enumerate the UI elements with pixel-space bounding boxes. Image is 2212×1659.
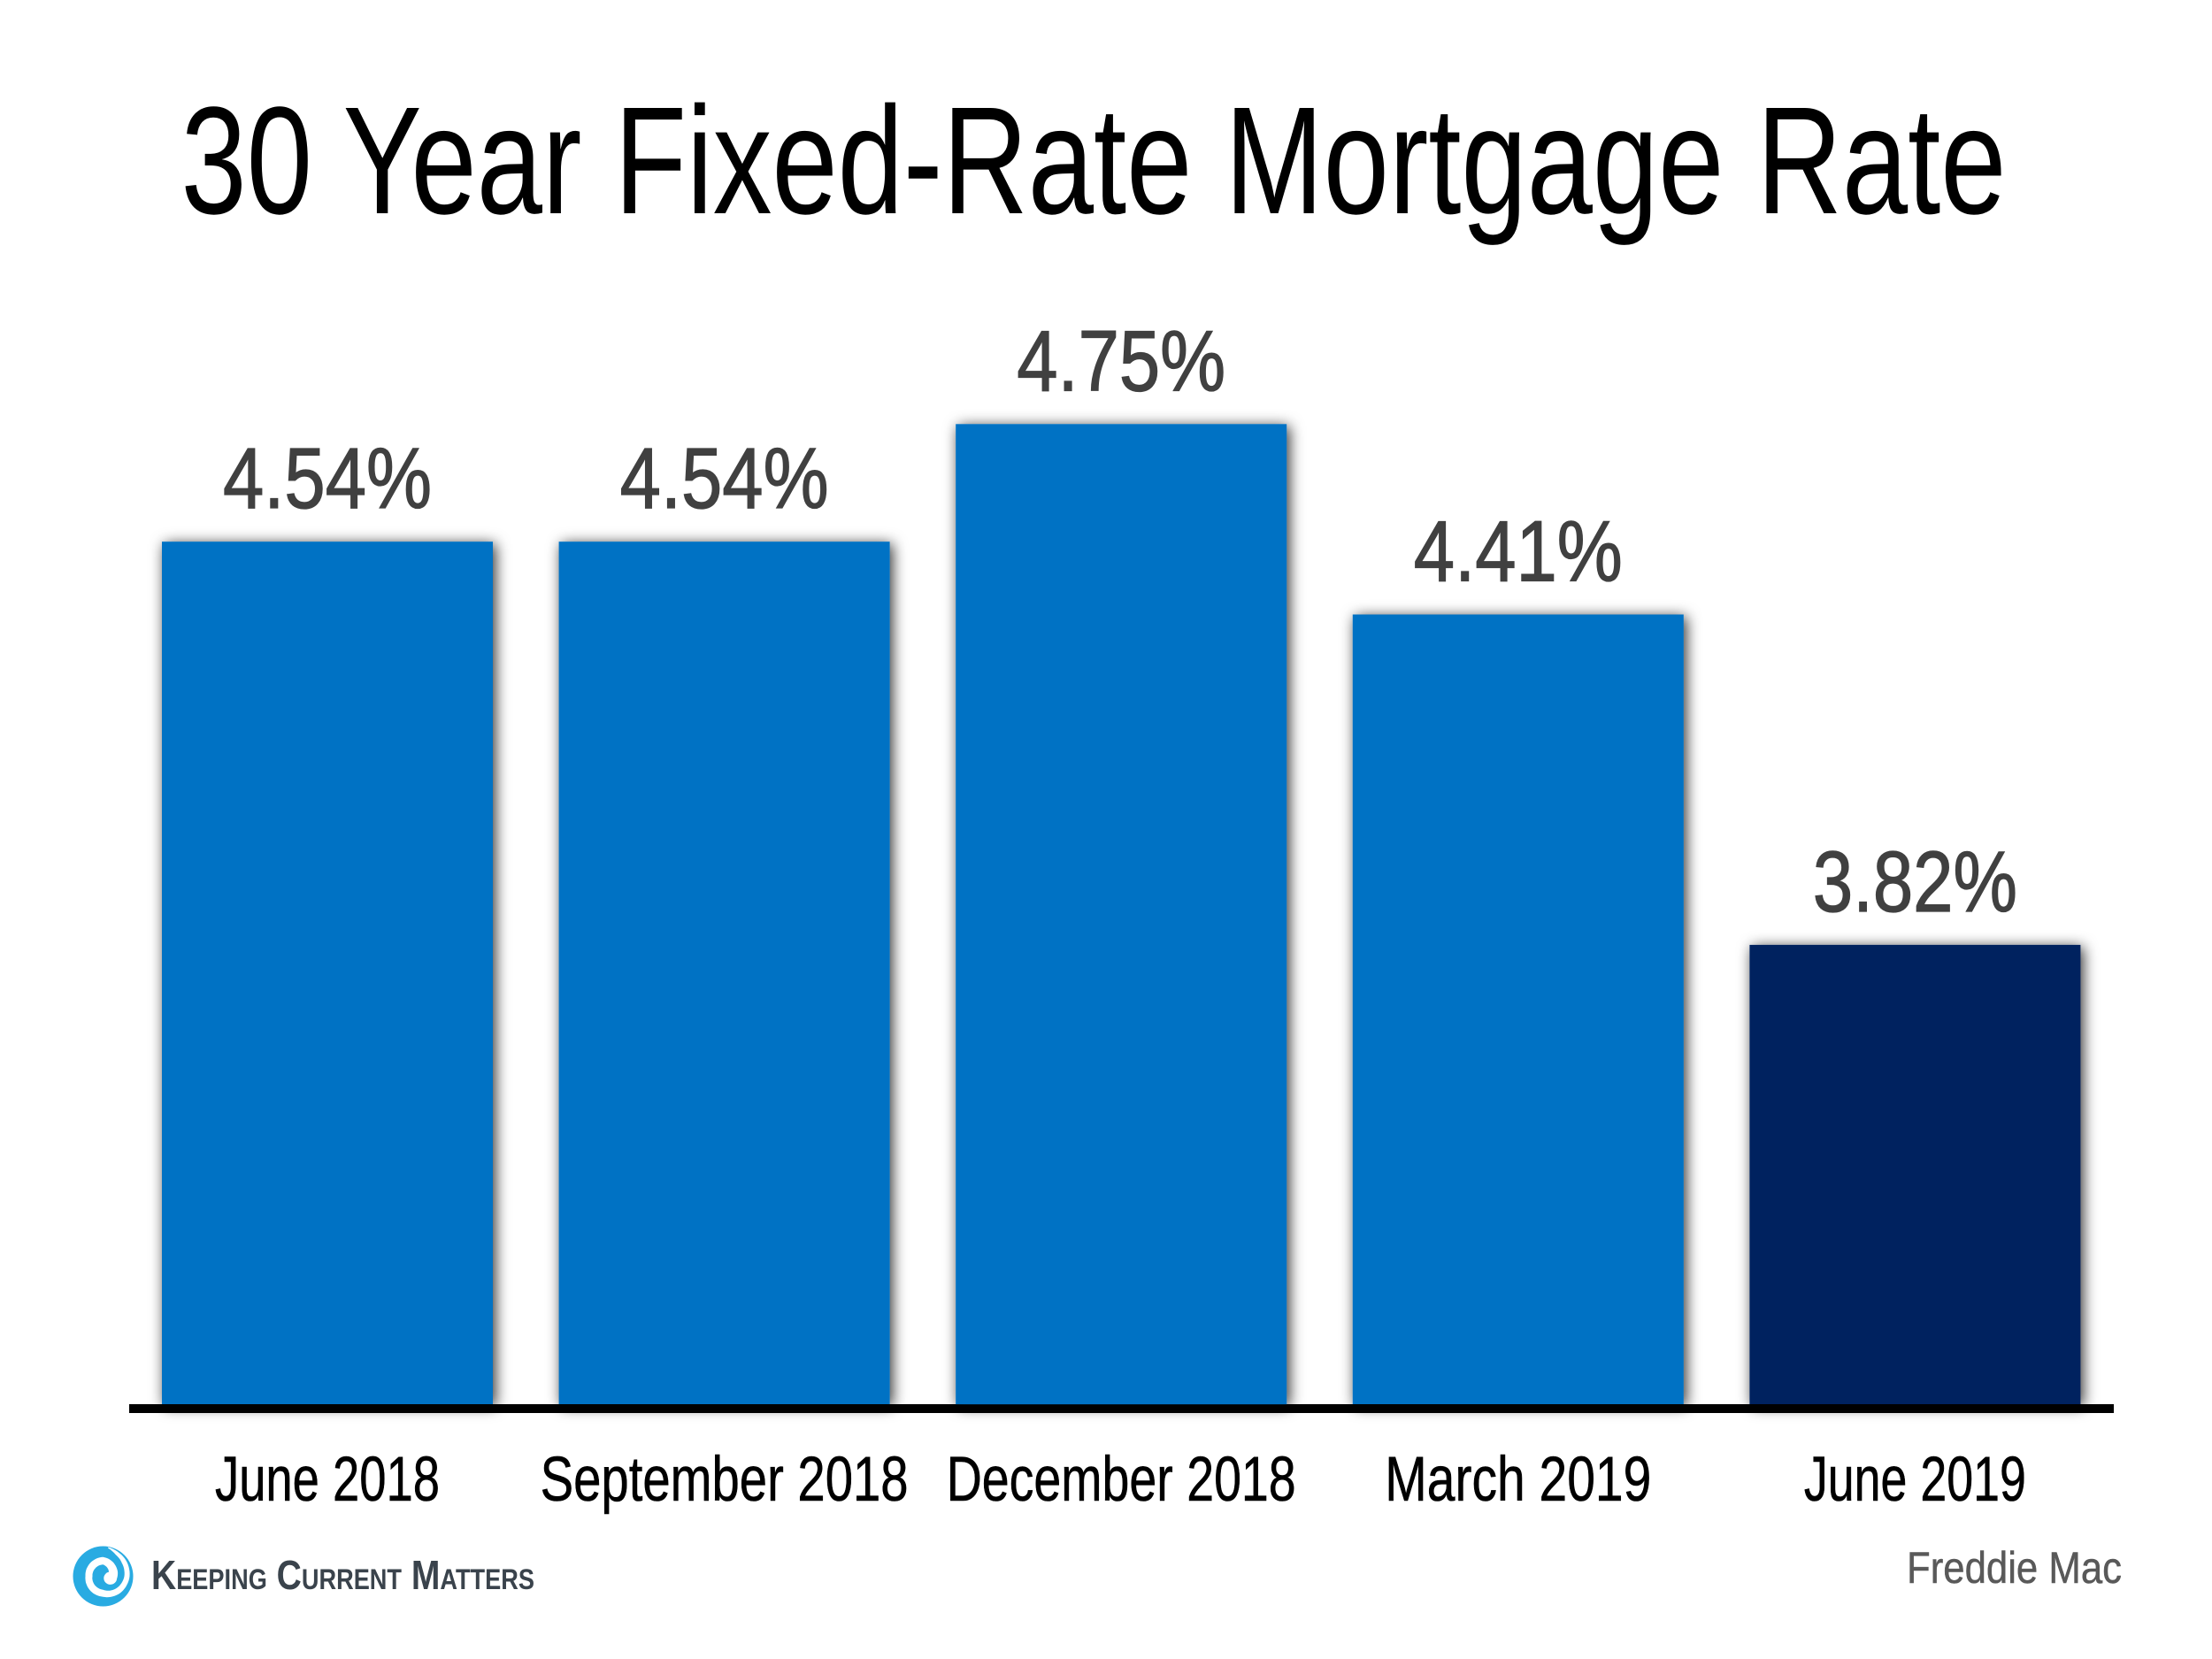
category-label-december-2018: December 2018 [947, 1445, 1296, 1515]
value-labels: 4.54% 4.54% 4.75% 4.41% 3.82% [222, 312, 2017, 931]
kcm-logo[interactable]: Keeping Current Matters [73, 1546, 535, 1607]
kcm-logo-disc [73, 1546, 134, 1607]
category-label-march-2019: March 2019 [1385, 1445, 1651, 1515]
bar-june-2018[interactable] [162, 541, 493, 1404]
category-label-june-2018: June 2018 [215, 1445, 440, 1515]
value-label-december-2018: 4.75% [1017, 312, 1225, 409]
bar-september-2018[interactable] [558, 541, 890, 1404]
bar-december-2018[interactable] [956, 424, 1287, 1405]
x-axis-line [129, 1404, 2114, 1413]
chart-title: 30 Year Fixed-Rate Mortgage Rate [181, 74, 2007, 246]
category-label-september-2018: September 2018 [541, 1445, 909, 1515]
kcm-logo-eye [104, 1571, 118, 1585]
category-labels: June 2018 September 2018 December 2018 M… [215, 1445, 2026, 1516]
category-label-june-2019: June 2019 [1804, 1445, 2026, 1515]
source-attribution: Freddie Mac [1907, 1543, 2122, 1593]
bar-series [162, 424, 2081, 1405]
value-label-june-2018: 4.54% [223, 430, 432, 526]
value-label-june-2019: 3.82% [1813, 833, 2017, 930]
kcm-logo-swirl [85, 1547, 130, 1598]
value-label-march-2019: 4.41% [1414, 503, 1623, 600]
bar-june-2019[interactable] [1749, 944, 2081, 1404]
kcm-logo-wordmark: Keeping Current Matters [151, 1552, 534, 1598]
value-label-september-2018: 4.54% [620, 430, 829, 526]
bar-march-2019[interactable] [1352, 614, 1684, 1405]
